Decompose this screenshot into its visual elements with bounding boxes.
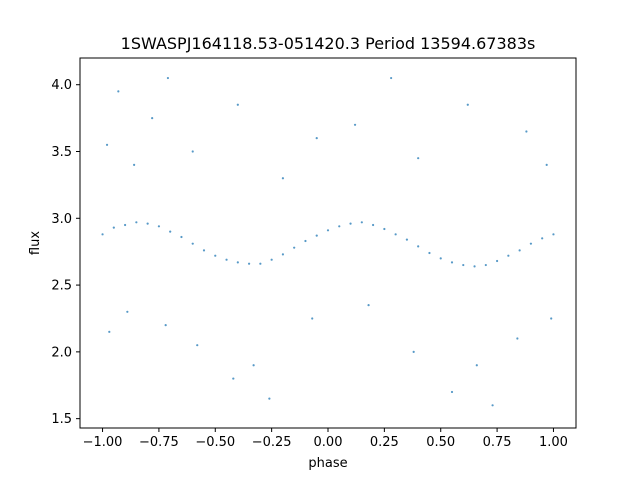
data-point <box>525 130 528 133</box>
data-point <box>166 76 170 80</box>
data-point <box>371 223 375 227</box>
data-point <box>394 233 397 236</box>
data-point <box>101 233 104 236</box>
data-point <box>417 245 420 248</box>
data-point <box>151 117 154 120</box>
data-point <box>133 163 136 166</box>
data-point <box>191 150 194 153</box>
y-tick-label: 2.0 <box>51 345 72 360</box>
data-point <box>214 254 217 257</box>
data-point <box>225 258 228 261</box>
points-layer <box>101 76 555 407</box>
data-point <box>117 90 120 93</box>
data-point <box>439 257 442 260</box>
x-tick-label: −0.25 <box>252 435 292 450</box>
y-tick-label: 2.5 <box>51 279 72 294</box>
data-point <box>450 390 454 394</box>
data-point <box>157 225 161 228</box>
data-point <box>315 234 318 237</box>
data-point <box>270 258 273 261</box>
y-tick-label: 3.0 <box>51 212 72 227</box>
data-point <box>529 242 533 245</box>
chart-title: 1SWASPJ164118.53-051420.3 Period 13594.6… <box>121 34 536 53</box>
data-point <box>405 238 409 241</box>
x-axis-title: phase <box>308 456 347 471</box>
data-point <box>112 226 115 229</box>
data-point <box>428 251 431 255</box>
data-point <box>491 404 494 407</box>
data-point <box>349 222 352 225</box>
data-point <box>164 324 167 327</box>
data-point <box>550 317 553 320</box>
data-point <box>507 254 510 257</box>
data-point <box>196 344 199 347</box>
data-point <box>169 230 172 233</box>
data-point <box>191 242 194 245</box>
data-point <box>236 261 239 264</box>
data-point <box>367 304 370 307</box>
data-point <box>466 103 469 106</box>
x-tick-label: 0.25 <box>370 435 399 450</box>
data-point <box>315 137 318 140</box>
data-point <box>281 177 285 180</box>
data-point <box>462 263 465 267</box>
data-point <box>252 364 255 367</box>
y-axis: 1.5 2.0 2.5 3.0 3.5 4.0 <box>51 78 80 427</box>
data-point <box>390 76 393 80</box>
y-tick-label: 4.0 <box>51 78 72 93</box>
data-point <box>541 237 544 240</box>
y-axis-title: flux <box>28 231 43 255</box>
data-point <box>383 227 386 231</box>
data-point <box>360 221 363 224</box>
data-point <box>202 249 206 252</box>
data-point <box>475 364 478 367</box>
data-point <box>304 239 307 243</box>
x-tick-label: 0.75 <box>483 435 512 450</box>
y-tick-label: 1.5 <box>51 412 72 427</box>
data-point <box>545 163 548 166</box>
data-point <box>518 249 521 252</box>
data-point <box>126 310 129 313</box>
x-tick-label: 1.00 <box>539 435 568 450</box>
x-tick-label: −0.50 <box>195 435 235 450</box>
data-point <box>146 222 149 225</box>
data-point <box>105 143 109 146</box>
data-point <box>417 157 420 160</box>
data-point <box>516 337 519 340</box>
data-point <box>353 123 357 126</box>
x-tick-label: 0.50 <box>426 435 455 450</box>
data-point <box>180 235 183 239</box>
data-point <box>293 246 296 249</box>
data-point <box>311 317 314 320</box>
data-point <box>484 263 487 267</box>
data-point <box>552 233 555 236</box>
data-point <box>236 103 239 106</box>
data-point <box>326 229 330 232</box>
data-point <box>123 223 127 227</box>
data-point <box>259 262 262 265</box>
data-point <box>135 221 138 224</box>
y-tick-label: 3.5 <box>51 145 72 160</box>
data-point <box>281 253 285 256</box>
data-point <box>473 265 476 268</box>
data-point <box>450 261 454 264</box>
data-point <box>495 259 499 263</box>
data-point <box>268 397 271 400</box>
x-tick-label: −0.75 <box>139 435 179 450</box>
x-axis: −1.00 −0.75 −0.50 −0.25 0.00 0.25 0.50 0.75 1.00 <box>83 428 568 450</box>
x-tick-label: 0.00 <box>314 435 343 450</box>
data-point <box>247 262 251 265</box>
data-point <box>338 225 341 228</box>
data-point <box>232 377 235 380</box>
data-point <box>108 330 111 333</box>
x-tick-label: −1.00 <box>83 435 123 450</box>
data-point <box>412 350 415 353</box>
